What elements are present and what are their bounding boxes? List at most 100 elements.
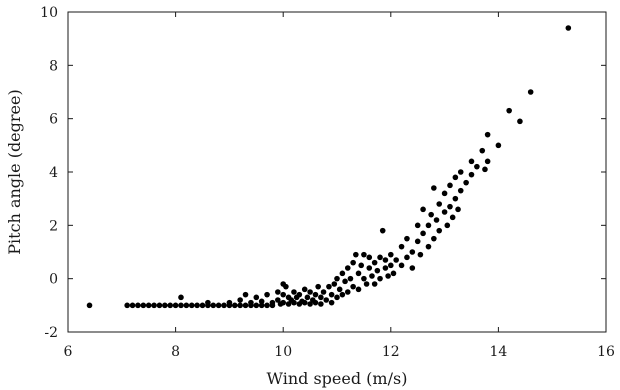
data-point: [420, 206, 426, 213]
data-point: [283, 283, 289, 290]
data-point: [390, 270, 397, 277]
y-tick-label: 8: [49, 58, 58, 74]
data-point: [463, 179, 469, 186]
data-point: [291, 299, 297, 306]
data-point: [162, 302, 168, 309]
x-axis-title: Wind speed (m/s): [267, 369, 408, 388]
data-point: [425, 222, 432, 229]
x-tick-label: 8: [171, 344, 180, 360]
data-point: [264, 302, 270, 309]
x-tick-label: 14: [489, 344, 507, 360]
data-point: [344, 289, 351, 295]
data-point: [151, 302, 157, 309]
data-point: [377, 275, 383, 282]
data-point: [323, 297, 330, 303]
data-point: [328, 291, 335, 298]
y-axis: -2 0 2 4 6 8 10: [40, 5, 606, 341]
data-point: [280, 299, 287, 306]
data-point: [86, 302, 93, 309]
data-point: [371, 281, 378, 287]
data-point: [199, 302, 206, 309]
data-point: [388, 251, 394, 258]
y-axis-title: Pitch angle (degree): [5, 89, 24, 254]
data-point: [479, 147, 486, 154]
data-point: [353, 251, 359, 258]
data-point: [326, 283, 332, 290]
y-tick-label: 6: [49, 112, 58, 128]
data-point: [210, 302, 217, 309]
data-point: [307, 289, 313, 295]
data-point: [178, 302, 184, 309]
data-point: [124, 302, 130, 309]
data-point: [307, 301, 313, 307]
y-tick-label: 2: [49, 218, 58, 234]
data-point: [296, 291, 303, 298]
data-point: [280, 291, 287, 298]
data-point: [447, 182, 453, 189]
data-point: [388, 262, 394, 269]
data-point: [449, 214, 456, 221]
data-point: [339, 270, 346, 277]
data-point: [275, 297, 281, 303]
data-point: [404, 254, 410, 261]
data-point: [318, 294, 324, 301]
data-point: [441, 209, 448, 215]
data-point: [342, 278, 348, 285]
data-point: [242, 302, 249, 309]
data-point: [468, 171, 475, 178]
data-point: [269, 299, 276, 306]
x-tick-label: 16: [597, 344, 615, 360]
data-point: [361, 251, 367, 258]
data-point: [275, 289, 281, 295]
data-point: [404, 235, 410, 242]
data-point: [129, 302, 136, 309]
data-point: [414, 238, 421, 245]
data-point: [385, 273, 391, 279]
data-point: [221, 302, 227, 309]
data-point: [431, 235, 437, 242]
data-point: [336, 286, 343, 293]
data-point: [183, 302, 190, 309]
data-point: [355, 270, 362, 277]
data-point: [344, 265, 351, 271]
data-point: [377, 254, 383, 261]
data-point: [366, 254, 373, 261]
data-point: [242, 291, 249, 298]
data-point: [264, 291, 270, 298]
data-point: [301, 286, 308, 293]
data-point: [215, 302, 222, 309]
data-point: [188, 302, 195, 309]
y-tick-label: 0: [49, 272, 58, 288]
x-tick-label: 6: [64, 344, 73, 360]
data-point: [393, 257, 399, 263]
data-point: [194, 302, 200, 309]
data-point: [205, 299, 211, 306]
data-point: [420, 230, 426, 237]
data-point: [334, 294, 340, 301]
data-point: [258, 302, 265, 309]
data-point: [355, 286, 362, 293]
y-tick-label: 10: [40, 5, 58, 21]
data-point: [339, 291, 346, 298]
data-point: [414, 222, 421, 229]
data-point: [484, 131, 491, 138]
data-point: [358, 262, 365, 269]
data-point: [361, 275, 367, 282]
x-tick-label: 12: [382, 344, 400, 360]
data-point: [436, 201, 443, 207]
data-points: [86, 25, 572, 309]
data-point: [468, 158, 475, 165]
data-point: [565, 25, 572, 31]
data-point: [253, 294, 260, 301]
data-point: [457, 187, 464, 194]
data-point: [484, 158, 491, 165]
data-point: [517, 118, 523, 125]
data-point: [285, 301, 292, 307]
data-point: [318, 301, 324, 307]
data-point: [291, 289, 297, 295]
y-tick-label: -2: [44, 325, 58, 341]
data-point: [315, 283, 321, 290]
data-point: [156, 302, 163, 309]
data-point: [172, 302, 179, 309]
